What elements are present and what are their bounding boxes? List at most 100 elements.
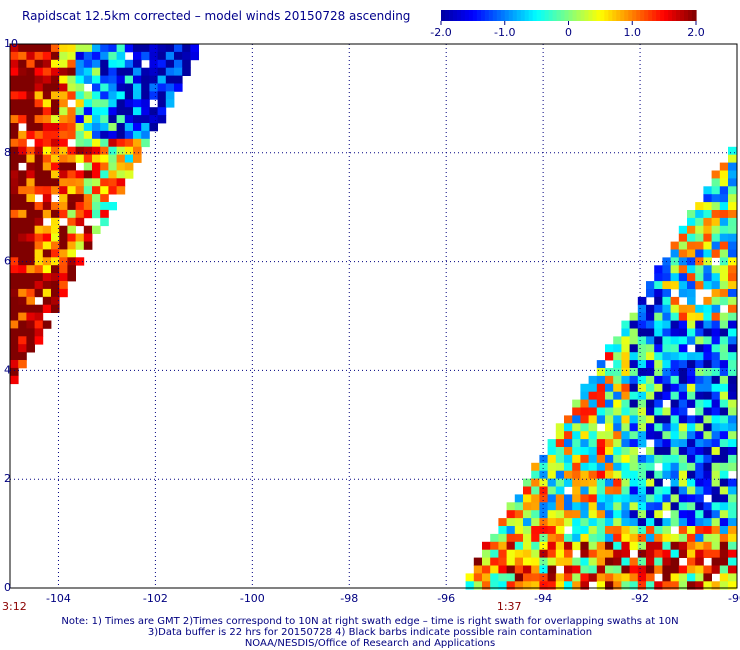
wind-difference-cell <box>670 328 680 337</box>
wind-difference-cell <box>703 486 712 495</box>
y-tick-label: 10 <box>4 37 18 50</box>
wind-difference-cell <box>26 51 35 61</box>
footnotes: Note: 1) Times are GMT 2)Times correspon… <box>0 616 740 649</box>
wind-difference-cell <box>588 533 598 543</box>
wind-difference-cell <box>711 494 721 503</box>
colorbar-segment <box>528 10 534 21</box>
wind-difference-cell <box>596 375 606 385</box>
wind-difference-cell <box>498 573 507 582</box>
wind-difference-cell <box>711 439 721 448</box>
wind-difference-cell <box>92 130 101 140</box>
wind-difference-cell <box>703 352 712 361</box>
wind-difference-cell <box>92 209 101 219</box>
wind-difference-cell <box>42 241 52 250</box>
wind-difference-cell <box>100 107 109 116</box>
wind-difference-cell <box>678 549 688 558</box>
wind-difference-cell <box>588 573 598 582</box>
wind-difference-cell <box>719 336 729 345</box>
wind-difference-cell <box>588 407 598 416</box>
wind-difference-cell <box>539 549 548 558</box>
wind-difference-cell <box>687 360 696 369</box>
wind-difference-cell <box>59 273 68 282</box>
wind-difference-cell <box>605 502 614 511</box>
wind-difference-cell <box>26 91 35 100</box>
wind-difference-cell <box>83 146 93 155</box>
wind-difference-cell <box>26 75 35 84</box>
wind-difference-cell <box>59 83 68 92</box>
wind-difference-cell <box>654 502 663 511</box>
wind-difference-cell <box>34 67 44 76</box>
wind-difference-cell <box>605 423 614 432</box>
wind-difference-cell <box>51 209 60 219</box>
wind-difference-cell <box>621 549 630 558</box>
wind-difference-cell <box>133 146 142 155</box>
wind-difference-cell <box>75 233 85 242</box>
wind-difference-cell <box>108 75 117 84</box>
wind-difference-cell <box>670 265 680 274</box>
wind-difference-cell <box>182 44 191 53</box>
x-tick-label: -90 <box>728 592 740 605</box>
wind-difference-cell <box>613 360 622 369</box>
wind-difference-cell <box>182 59 191 69</box>
wind-difference-cell <box>637 502 647 511</box>
wind-difference-cell <box>547 581 557 590</box>
wind-difference-cell <box>703 383 712 393</box>
wind-difference-cell <box>580 383 589 393</box>
wind-difference-cell <box>588 423 598 432</box>
wind-difference-cell <box>564 470 573 479</box>
wind-difference-cell <box>190 51 199 61</box>
wind-difference-cell <box>67 123 76 132</box>
footnote-line-2: 3)Data buffer is 22 hrs for 20150728 4) … <box>147 627 593 638</box>
wind-difference-cell <box>580 565 589 574</box>
colorbar-segment <box>676 10 681 21</box>
wind-difference-cell <box>662 336 671 345</box>
wind-difference-cell <box>646 360 655 369</box>
wind-difference-cell <box>572 557 581 566</box>
wind-difference-cell <box>605 352 614 361</box>
wind-difference-cell <box>18 130 27 140</box>
wind-difference-cell <box>116 99 126 108</box>
wind-difference-cell <box>629 383 639 393</box>
wind-difference-cell <box>51 83 60 92</box>
wind-difference-cell <box>687 249 696 258</box>
wind-difference-cell <box>662 391 671 400</box>
colorbar-segment <box>524 10 530 21</box>
wind-difference-cell <box>646 328 655 337</box>
wind-difference-cell <box>605 565 614 574</box>
wind-difference-cell <box>687 502 696 511</box>
x-axis-ticks: -104-102-100-98-96-94-92-90 <box>46 592 740 605</box>
wind-difference-cell <box>539 510 548 519</box>
wind-difference-cell <box>42 257 52 266</box>
wind-difference-cell <box>18 312 27 321</box>
wind-difference-cell <box>719 328 729 337</box>
wind-difference-cell <box>703 273 712 282</box>
wind-difference-cell <box>75 138 85 148</box>
wind-difference-cell <box>728 233 737 242</box>
wind-difference-cell <box>539 541 548 551</box>
wind-difference-cell <box>34 209 44 219</box>
wind-difference-cell <box>51 178 60 187</box>
wind-difference-cell <box>646 549 655 558</box>
colorbar-segment <box>472 10 478 21</box>
wind-difference-cell <box>621 360 630 369</box>
wind-difference-cell <box>18 178 27 187</box>
wind-difference-cell <box>580 447 589 456</box>
wind-difference-cell <box>10 344 19 353</box>
wind-difference-cell <box>133 44 142 53</box>
wind-difference-cell <box>728 257 737 266</box>
wind-difference-cell <box>539 470 548 479</box>
wind-difference-cell <box>678 241 688 250</box>
wind-difference-cell <box>711 581 721 590</box>
wind-difference-cell <box>100 67 109 76</box>
wind-difference-cell <box>629 312 639 321</box>
wind-difference-cell <box>83 154 93 163</box>
wind-difference-cell <box>124 146 134 155</box>
wind-difference-cell <box>116 170 126 179</box>
wind-difference-cell <box>572 399 581 408</box>
wind-difference-cell <box>506 581 516 590</box>
wind-difference-cell <box>555 454 565 464</box>
wind-difference-cell <box>662 368 671 377</box>
wind-difference-cell <box>719 486 729 495</box>
wind-difference-cell <box>83 123 93 132</box>
wind-difference-cell <box>605 541 614 551</box>
